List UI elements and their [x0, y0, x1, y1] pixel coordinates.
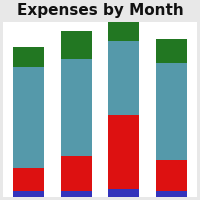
- Bar: [156, 39, 187, 63]
- Bar: [61, 156, 92, 191]
- Bar: [61, 59, 92, 156]
- Bar: [13, 67, 44, 168]
- Bar: [108, 115, 139, 189]
- Bar: [61, 31, 92, 59]
- Bar: [13, 191, 44, 197]
- Bar: [156, 191, 187, 197]
- Bar: [108, 0, 139, 41]
- Bar: [108, 41, 139, 115]
- Bar: [156, 63, 187, 160]
- Title: Expenses by Month: Expenses by Month: [17, 3, 183, 18]
- Bar: [108, 189, 139, 197]
- Bar: [13, 47, 44, 67]
- Bar: [61, 191, 92, 197]
- Bar: [156, 160, 187, 191]
- Bar: [13, 168, 44, 191]
